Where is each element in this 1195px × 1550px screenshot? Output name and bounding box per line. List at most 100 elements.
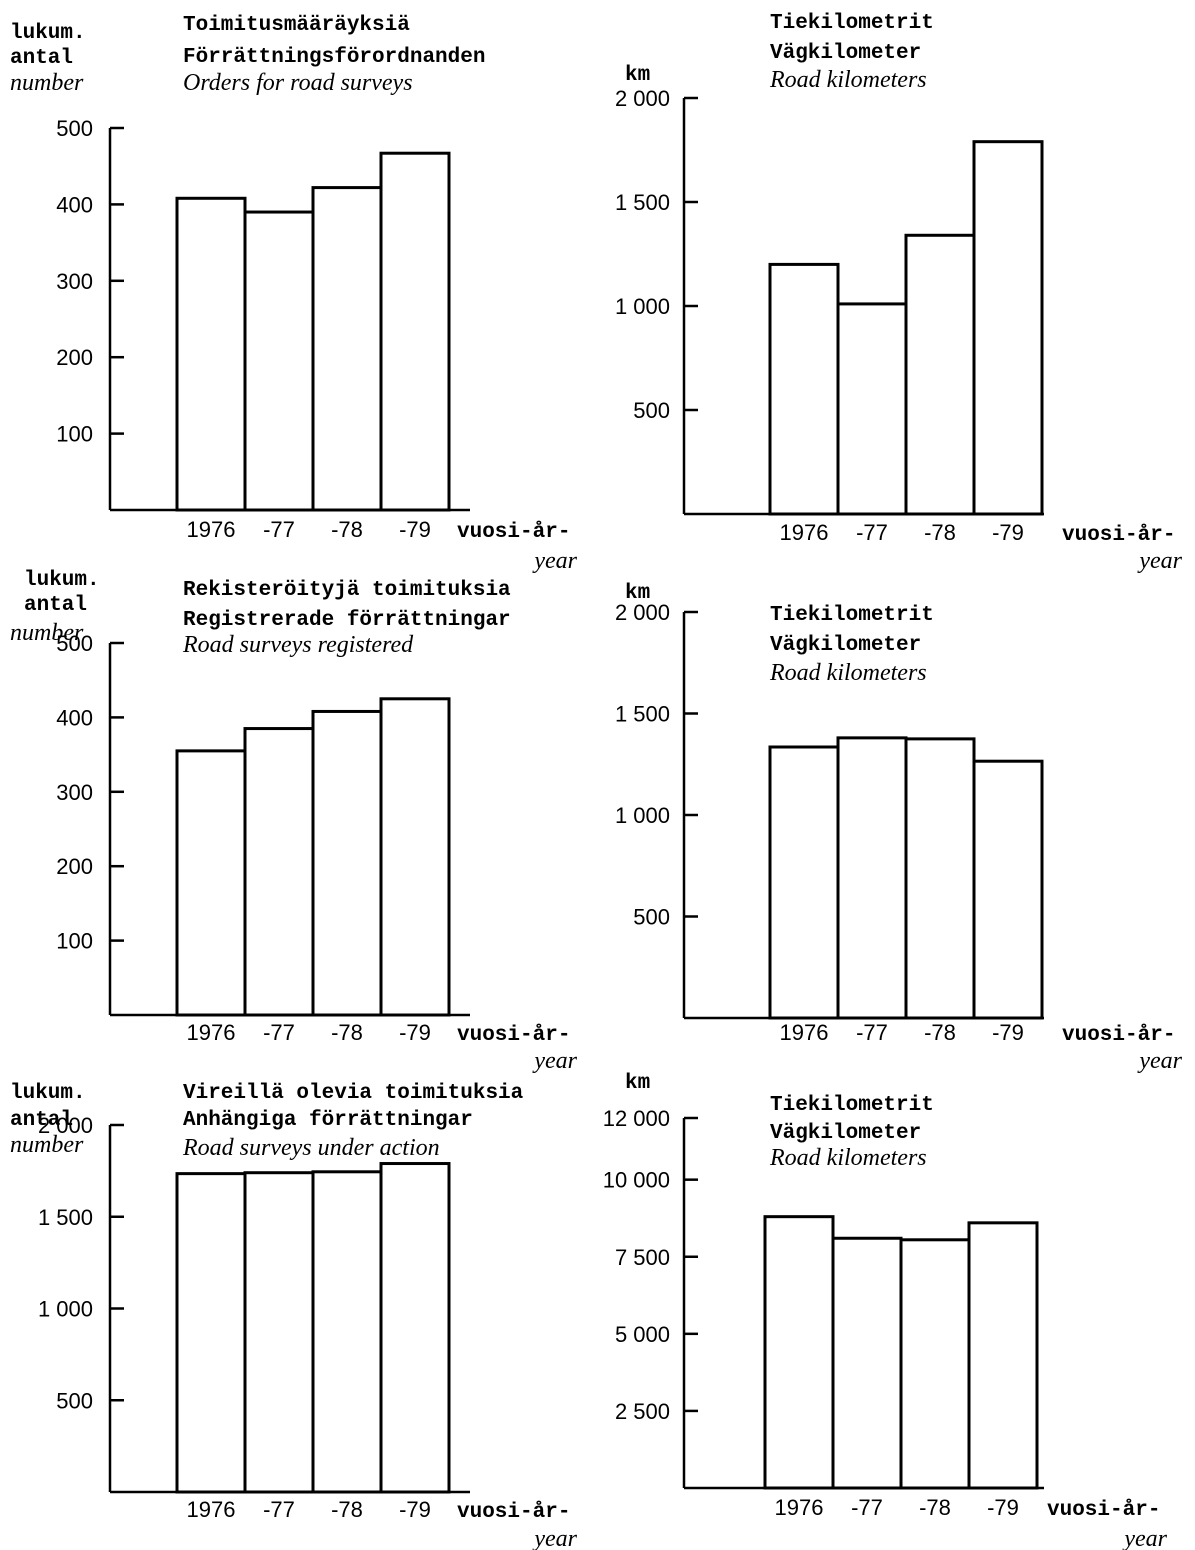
x-tick-label: -77 — [856, 520, 888, 545]
x-axis-label-line-2: year — [1137, 548, 1182, 574]
bar-1976 — [175, 1172, 247, 1494]
x-tick-label: -77 — [263, 517, 295, 542]
y-axis-label-line-2: antal — [24, 594, 87, 617]
chart-title-line-1: Tiekilometrit — [770, 12, 934, 35]
bar--79 — [379, 697, 451, 1017]
y-tick-label: 1 500 — [615, 702, 670, 727]
chart-panel-1: Toimitusmääräyksiä Förrättningsförordnand… — [10, 14, 578, 574]
x-axis-label-line-2: year — [532, 1048, 577, 1074]
bar--78 — [904, 233, 976, 516]
x-tick-label: -77 — [851, 1495, 883, 1520]
y-tick-label: 500 — [56, 1388, 93, 1413]
y-tick-label: 2 500 — [615, 1399, 670, 1424]
bar-1976 — [768, 745, 840, 1020]
chart-title-line-3: Road surveys registered — [182, 632, 414, 658]
y-tick-label: 1 000 — [615, 803, 670, 828]
bar-1976 — [768, 262, 840, 516]
chart-title-line-2: Förrättningsförordnanden — [183, 46, 485, 69]
chart-title-line-1: Toimitusmääräyksiä — [183, 14, 410, 37]
y-axis-label-line-1: lukum. — [10, 22, 86, 45]
bar--79 — [967, 1221, 1039, 1490]
x-tick-label: -77 — [856, 1020, 888, 1045]
x-tick-label: -77 — [263, 1020, 295, 1045]
y-tick-label: 200 — [56, 345, 93, 370]
bar--77 — [831, 1236, 903, 1490]
x-axis-label-line-1: vuosi-år- — [1062, 524, 1175, 547]
chart-title-line-2: Registrerade förrättningar — [183, 609, 511, 632]
chart-title-line-2: Vägkilometer — [770, 634, 921, 657]
x-tick-label: -79 — [992, 520, 1024, 545]
x-axis-label-line-1: vuosi-år- — [457, 1501, 570, 1524]
y-tick-label: 7 500 — [615, 1245, 670, 1270]
bar--77 — [243, 210, 315, 512]
x-tick-label: 1976 — [780, 520, 829, 545]
bar--77 — [243, 727, 315, 1017]
bar-1976 — [175, 749, 247, 1017]
y-axis-label-line-1: km — [625, 1072, 650, 1095]
bar--78 — [311, 1170, 383, 1494]
y-axis-label-line-1: lukum. — [10, 1082, 86, 1105]
y-axis-label-line-3: number — [10, 70, 84, 96]
y-tick-label: 300 — [56, 780, 93, 805]
x-tick-label: 1976 — [187, 1497, 236, 1522]
bar--78 — [904, 737, 976, 1020]
y-tick-label: 500 — [633, 398, 670, 423]
chart-title-line-3: Road kilometers — [769, 660, 927, 686]
y-tick-label: 2 000 — [615, 600, 670, 625]
chart-title-line-3: Road surveys under action — [182, 1135, 440, 1161]
bar--77 — [243, 1171, 315, 1494]
chart-title-line-2: Vägkilometer — [770, 42, 921, 65]
y-tick-label: 10 000 — [603, 1168, 670, 1193]
chart-title-line-3: Road kilometers — [769, 1145, 927, 1171]
x-tick-label: -78 — [331, 1497, 363, 1522]
y-axis-label-line-1: lukum. — [24, 569, 100, 592]
y-tick-label: 500 — [633, 905, 670, 930]
y-tick-label: 100 — [56, 422, 93, 447]
y-axis-label-line-2: antal — [10, 1109, 73, 1132]
chart-panel-5: Vireillä olevia toimituksia Anhängiga för… — [10, 1082, 578, 1550]
bar--78 — [311, 186, 383, 512]
x-tick-label: -77 — [263, 1497, 295, 1522]
x-axis-label-line-1: vuosi-år- — [457, 1024, 570, 1047]
x-tick-label: -79 — [992, 1020, 1024, 1045]
x-tick-label: 1976 — [775, 1495, 824, 1520]
y-tick-label: 100 — [56, 929, 93, 954]
x-axis-label-line-1: vuosi-år- — [457, 521, 570, 544]
x-axis-label-line-1: vuosi-år- — [1062, 1024, 1175, 1047]
x-tick-label: 1976 — [187, 517, 236, 542]
y-tick-label: 300 — [56, 269, 93, 294]
bar-1976 — [175, 196, 247, 512]
y-axis-label-line-2: antal — [10, 47, 73, 70]
y-axis-label-line-3: number — [10, 620, 84, 646]
x-axis-label-line-2: year — [1122, 1526, 1167, 1550]
x-tick-label: 1976 — [187, 1020, 236, 1045]
bar--79 — [379, 1162, 451, 1494]
x-tick-label: -79 — [399, 1020, 431, 1045]
x-axis-label-line-2: year — [532, 548, 577, 574]
chart-title-line-1: Tiekilometrit — [770, 604, 934, 627]
x-axis-label-line-1: vuosi-år- — [1047, 1499, 1160, 1522]
x-tick-label: -78 — [924, 1020, 956, 1045]
bar--78 — [311, 709, 383, 1017]
chart-title-line-3: Orders for road surveys — [183, 70, 413, 96]
bar--79 — [972, 759, 1044, 1020]
y-axis-label-line-3: number — [10, 1132, 84, 1158]
x-tick-label: -79 — [987, 1495, 1019, 1520]
bar--77 — [836, 302, 908, 516]
y-tick-label: 1 000 — [615, 294, 670, 319]
chart-panel-3: Rekisteröityjä toimituksia Registrerade f… — [10, 569, 578, 1074]
y-tick-label: 400 — [56, 192, 93, 217]
y-axis-label-line-1: km — [625, 582, 650, 605]
y-tick-label: 1 500 — [38, 1205, 93, 1230]
y-tick-label: 1 500 — [615, 190, 670, 215]
chart-panel-4: Tiekilometrit Vägkilometer Road kilometers… — [615, 582, 1183, 1074]
y-axis-label-line-1: km — [625, 64, 650, 87]
chart-title-line-1: Rekisteröityjä toimituksia — [183, 579, 511, 602]
x-tick-label: -78 — [331, 517, 363, 542]
y-tick-label: 500 — [56, 116, 93, 141]
x-tick-label: -78 — [331, 1020, 363, 1045]
x-tick-label: -79 — [399, 1497, 431, 1522]
